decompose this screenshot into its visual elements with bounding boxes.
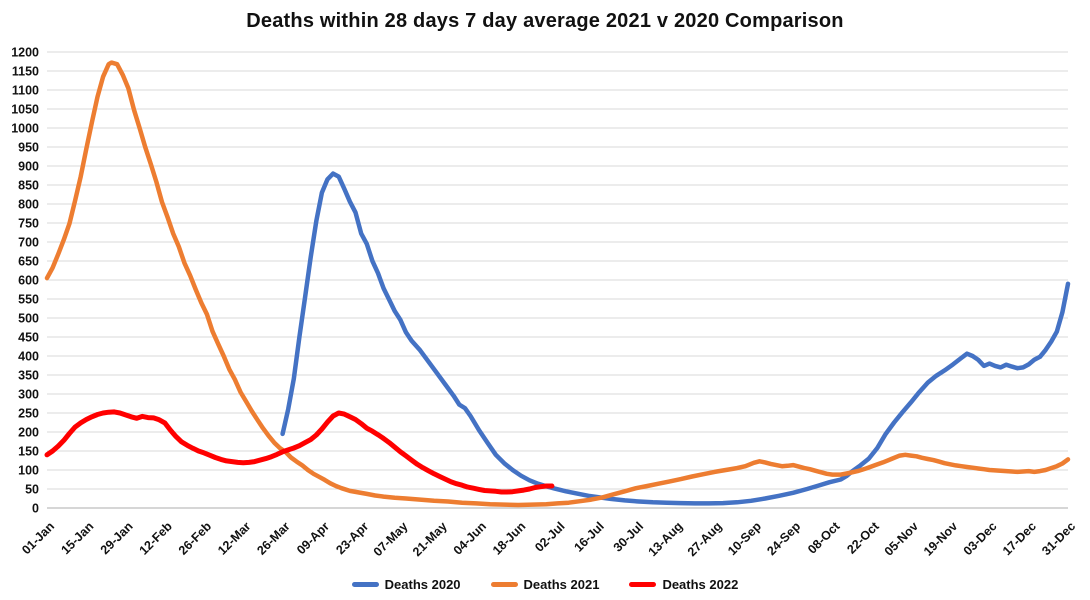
y-axis-tick-label: 100 [18, 464, 39, 478]
x-axis-tick-label: 17-Dec [1000, 519, 1039, 558]
y-axis-tick-label: 1000 [11, 122, 39, 136]
x-axis-tick-label: 04-Jun [451, 519, 489, 557]
legend-item-deaths-2022: Deaths 2022 [629, 577, 738, 592]
legend: Deaths 2020 Deaths 2021 Deaths 2022 [0, 577, 1090, 592]
x-axis-tick-label: 24-Sep [764, 519, 803, 558]
series-line-deaths-2022 [44, 409, 555, 495]
y-axis-tick-label: 250 [18, 407, 39, 421]
y-axis-tick-label: 450 [18, 331, 39, 345]
x-axis-tick-label: 03-Dec [961, 519, 1000, 558]
x-axis-tick-label: 30-Jul [611, 519, 646, 554]
x-axis-tick-label: 18-Jun [490, 519, 528, 557]
legend-label: Deaths 2020 [384, 577, 461, 592]
x-axis-tick-label: 05-Nov [882, 519, 921, 558]
y-axis-tick-label: 550 [18, 293, 39, 307]
y-axis-tick-label: 700 [18, 236, 39, 250]
y-axis-tick-label: 600 [18, 274, 39, 288]
y-axis-tick-label: 1200 [11, 46, 39, 60]
y-axis-tick-label: 650 [18, 255, 39, 269]
x-axis-tick-label: 12-Feb [137, 519, 176, 558]
x-axis-tick-label: 07-May [371, 519, 411, 559]
y-axis-tick-label: 1150 [12, 65, 39, 79]
x-axis-tick-label: 27-Aug [685, 519, 725, 559]
x-axis-tick-label: 22-Oct [844, 519, 882, 557]
x-axis-tick-label: 15-Jan [58, 519, 96, 557]
y-axis-tick-label: 1100 [12, 84, 39, 98]
legend-item-deaths-2021: Deaths 2021 [490, 577, 600, 592]
y-axis-tick-label: 750 [18, 217, 39, 231]
y-axis-tick-label: 800 [18, 198, 39, 212]
x-axis-tick-label: 26-Feb [176, 519, 215, 558]
y-axis-tick-label: 0 [32, 502, 39, 516]
x-axis-tick-label: 19-Nov [921, 519, 960, 558]
y-axis-tick-label: 50 [25, 483, 39, 497]
y-axis-tick-label: 500 [18, 312, 39, 326]
legend-label: Deaths 2022 [662, 577, 739, 592]
x-axis-tick-label: 10-Sep [725, 519, 764, 558]
chart-title: Deaths within 28 days 7 day average 2021… [246, 10, 844, 32]
y-axis-tick-label: 950 [18, 141, 39, 155]
series-line-deaths-2020 [280, 171, 1071, 506]
y-axis-tick-label: 400 [18, 350, 39, 364]
x-axis-tick-label: 21-May [410, 519, 450, 559]
x-axis-tick-label: 23-Apr [333, 519, 371, 557]
legend-item-deaths-2020: Deaths 2020 [351, 577, 461, 592]
x-axis-tick-label: 02-Jul [532, 519, 567, 554]
x-axis-tick-label: 08-Oct [805, 519, 843, 557]
y-axis-tick-label: 1050 [11, 103, 39, 117]
y-axis-tick-label: 300 [18, 388, 39, 402]
y-axis-tick-label: 200 [18, 426, 39, 440]
y-axis-tick-label: 850 [18, 179, 39, 193]
y-axis-tick-label: 350 [18, 369, 39, 383]
legend-line-swatch [490, 582, 518, 587]
legend-line-swatch [351, 582, 379, 587]
x-axis-tick-label: 31-Dec [1039, 519, 1078, 558]
x-axis-tick-label: 01-Jan [19, 519, 57, 557]
x-axis-tick-label: 26-Mar [254, 519, 292, 557]
legend-label: Deaths 2021 [523, 577, 600, 592]
x-axis-tick-label: 13-Aug [646, 519, 686, 559]
series-line-deaths-2021 [44, 60, 1071, 508]
x-axis-tick-label: 29-Jan [98, 519, 136, 557]
x-axis-tick-label: 16-Jul [571, 519, 606, 554]
x-axis-tick-label: 12-Mar [215, 519, 253, 557]
y-axis-tick-label: 150 [18, 445, 39, 459]
legend-line-swatch [629, 582, 657, 587]
y-axis-tick-label: 900 [18, 160, 39, 174]
x-axis-tick-label: 09-Apr [294, 519, 332, 557]
